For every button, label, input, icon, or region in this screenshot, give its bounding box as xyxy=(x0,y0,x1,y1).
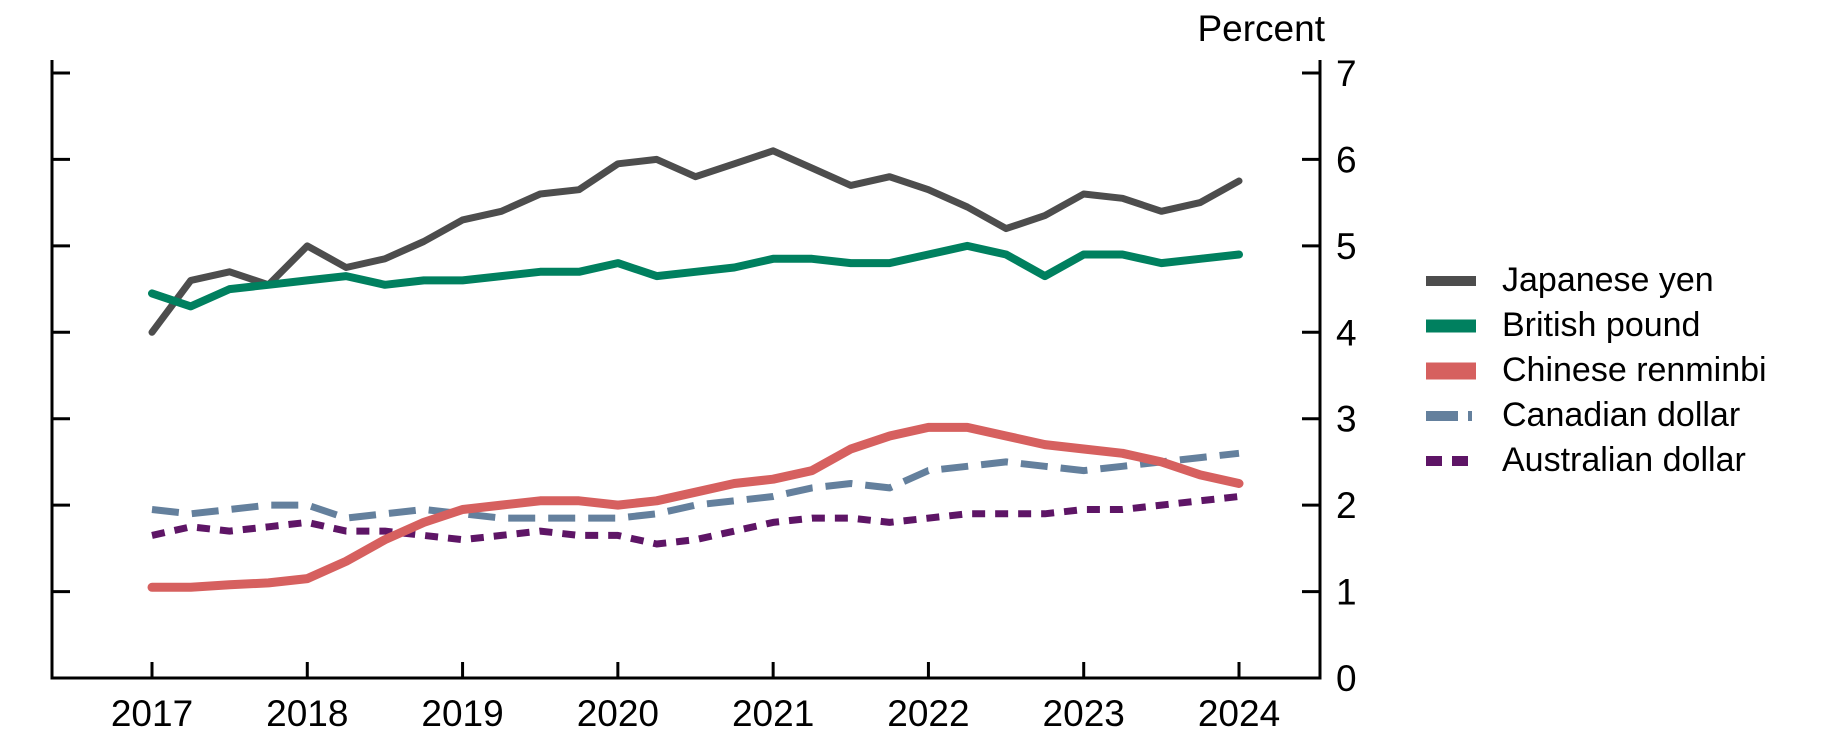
y-tick-label: 1 xyxy=(1336,572,1357,613)
x-tick-label: 2024 xyxy=(1198,693,1280,734)
legend-swatch-icon xyxy=(1426,275,1476,286)
y-tick-label: 3 xyxy=(1336,399,1357,440)
legend-item-canadian-dollar: Canadian dollar xyxy=(1426,393,1767,438)
legend-swatch-icon xyxy=(1426,319,1476,332)
x-tick-label: 2020 xyxy=(577,693,659,734)
x-tick-label: 2021 xyxy=(732,693,814,734)
y-tick-label: 4 xyxy=(1336,312,1357,353)
legend-swatch-icon xyxy=(1426,455,1476,466)
legend-item-japanese-yen: Japanese yen xyxy=(1426,258,1767,303)
legend-item-australian-dollar: Australian dollar xyxy=(1426,438,1767,483)
x-tick-label: 2022 xyxy=(887,693,969,734)
y-tick-label: 2 xyxy=(1336,485,1357,526)
legend-swatch-icon xyxy=(1426,362,1476,379)
legend-item-chinese-renminbi: Chinese renminbi xyxy=(1426,348,1767,393)
x-tick-label: 2019 xyxy=(421,693,503,734)
series-line-canadian-dollar xyxy=(151,449,1240,522)
legend-label: Chinese renminbi xyxy=(1502,351,1767,389)
legend-label: Japanese yen xyxy=(1502,261,1714,299)
y-tick-label: 7 xyxy=(1336,53,1357,94)
y-axis-unit-label: Percent xyxy=(1197,8,1325,49)
y-tick-label: 5 xyxy=(1336,226,1357,267)
y-tick-label: 6 xyxy=(1336,139,1357,180)
legend-label: Canadian dollar xyxy=(1502,396,1741,434)
series-line-chinese-renminbi xyxy=(147,422,1244,592)
legend-item-british-pound: British pound xyxy=(1426,303,1767,348)
legend: Japanese yen British pound Chinese renmi… xyxy=(1426,258,1767,483)
legend-label: British pound xyxy=(1502,306,1701,344)
series-line-australian-dollar xyxy=(151,493,1240,548)
legend-swatch-icon xyxy=(1426,410,1476,421)
x-tick-label: 2018 xyxy=(266,693,348,734)
x-tick-label: 2023 xyxy=(1043,693,1125,734)
x-tick-label: 2017 xyxy=(111,693,193,734)
series-line-british-pound xyxy=(148,241,1243,311)
y-tick-label: 0 xyxy=(1336,658,1357,699)
series-line-japanese-yen xyxy=(148,147,1243,336)
legend-label: Australian dollar xyxy=(1502,441,1746,479)
